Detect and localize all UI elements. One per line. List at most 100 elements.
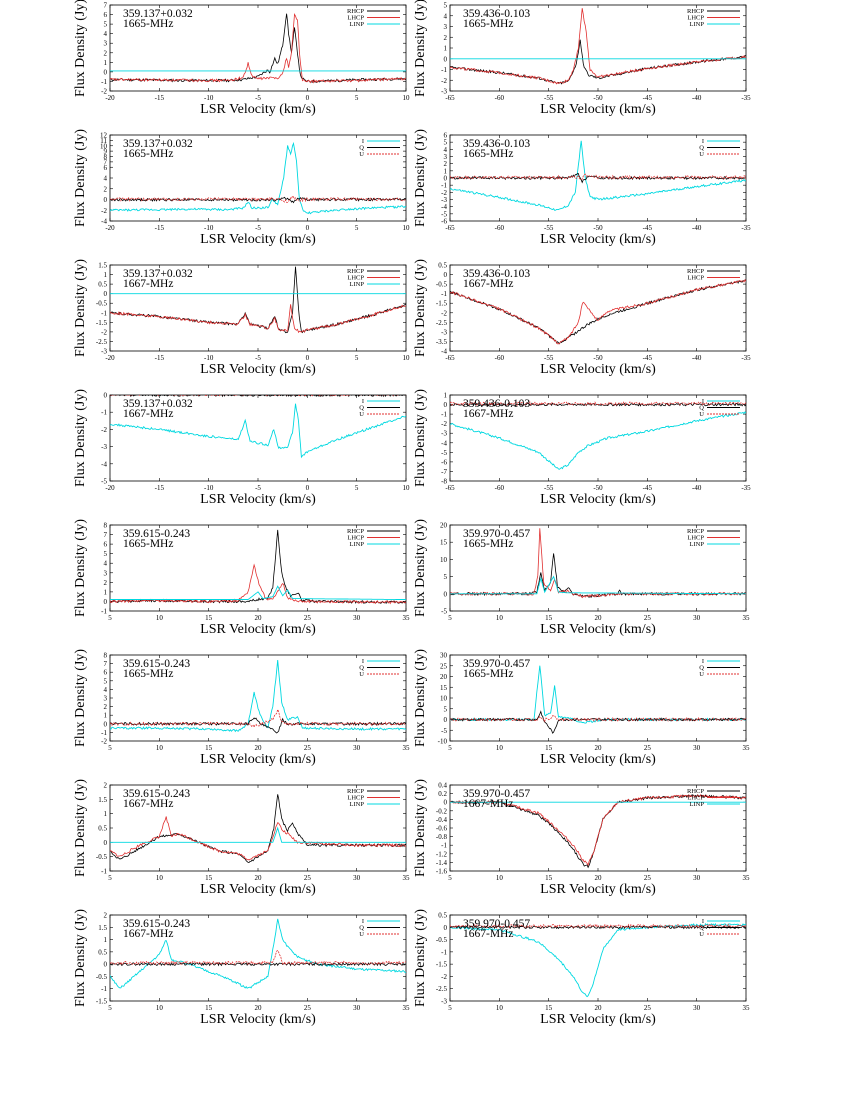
y-tick-label: -4 (441, 348, 447, 356)
series-group (450, 794, 746, 869)
panel-14: 5 10 15 20 25 30 35 -1.6-1.4-1.2-1-0.8-0.6-0.4-… (413, 779, 750, 897)
y-tick-label: 0 (444, 799, 448, 807)
x-tick-label: -5 (255, 94, 261, 102)
y-tick-label: -4 (101, 460, 107, 468)
y-tick-label: 1 (104, 810, 108, 818)
series-i-line (450, 140, 746, 211)
panel-4: -65 -60 -55 -50 -45 -40 -35 -6-5-4-3-2-10123456… (413, 129, 751, 247)
y-tick-label: 6 (444, 132, 448, 140)
series-lhcp-line (110, 816, 406, 861)
x-tick-label: -45 (643, 224, 653, 232)
y-tick-label: -3 (101, 348, 107, 356)
y-axis-label: Flux Density (Jy) (73, 259, 88, 357)
y-tick-label: -2 (441, 309, 447, 317)
y-tick-label: 1 (104, 59, 108, 67)
y-tick-label: 5 (444, 573, 448, 581)
y-axis-label: Flux Density (Jy) (73, 0, 88, 97)
series-lhcp-line (450, 278, 746, 345)
series-group (450, 278, 746, 345)
x-tick-label: 15 (545, 744, 553, 752)
x-tick-label: 10 (403, 94, 411, 102)
x-tick-label: 25 (304, 1004, 312, 1012)
x-axis-label: LSR Velocity (km/s) (540, 492, 656, 507)
legend-label-u: U (359, 671, 364, 678)
y-tick-label: 4 (444, 146, 448, 154)
series-lhcp-line (110, 13, 406, 84)
y-tick-label: 7 (104, 531, 108, 539)
y-tick-label: 6 (104, 541, 108, 549)
x-tick-label: 0 (306, 354, 310, 362)
y-tick-label: -8 (441, 478, 447, 486)
legend-label-rhcp: RHCP (687, 8, 704, 15)
source-name: 359.137+0.032 (123, 8, 193, 20)
x-tick-label: -35 (741, 484, 751, 492)
x-tick-label: -60 (495, 354, 505, 362)
y-axis-label: Flux Density (Jy) (413, 519, 428, 617)
y-tick-label: -5 (441, 449, 447, 457)
x-tick-label: 30 (693, 744, 701, 752)
y-tick-label: 1.5 (98, 262, 107, 270)
source-name: 359.436-0.103 (463, 138, 530, 150)
legend-label-q: Q (359, 405, 364, 412)
transition-label: 1667-MHz (123, 798, 173, 810)
x-tick-label: -50 (593, 484, 603, 492)
legend-label-lhcp: LHCP (687, 795, 704, 802)
x-tick-label: -10 (204, 484, 214, 492)
series-group (110, 395, 406, 459)
y-tick-label: -3 (441, 88, 447, 96)
y-tick-label: 0 (104, 68, 108, 76)
x-tick-label: 25 (304, 874, 312, 882)
y-tick-label: 7 (104, 2, 108, 10)
y-tick-label: 0 (444, 924, 448, 932)
y-tick-label: 20 (440, 522, 448, 530)
y-tick-label: -5 (441, 608, 447, 616)
x-tick-label: 35 (743, 744, 751, 752)
x-tick-label: -40 (692, 94, 702, 102)
series-lhcp-line (450, 8, 746, 85)
transition-label: 1667-MHz (463, 278, 513, 290)
legend-label-q: Q (359, 665, 364, 672)
series-group (110, 13, 406, 84)
x-tick-label: 5 (108, 744, 112, 752)
y-tick-label: 0 (444, 590, 448, 598)
x-tick-label: 30 (693, 614, 701, 622)
x-tick-label: 10 (403, 354, 411, 362)
y-tick-label: -10 (438, 738, 448, 746)
legend-label-q: Q (699, 665, 704, 672)
y-tick-label: 0 (104, 392, 108, 400)
legend-label-linp: LINP (690, 541, 705, 548)
y-tick-label: -1 (101, 608, 107, 616)
y-tick-label: -1 (441, 948, 447, 956)
legend-label-u: U (359, 931, 364, 938)
y-axis-label: Flux Density (Jy) (413, 129, 428, 227)
legend-label-i: I (702, 138, 704, 145)
y-tick-label: -2 (101, 738, 107, 746)
x-tick-label: 20 (255, 744, 263, 752)
x-axis-label: LSR Velocity (km/s) (200, 492, 316, 507)
x-tick-label: 25 (644, 614, 652, 622)
y-tick-label: 2 (104, 579, 108, 587)
panel-2: -65 -60 -55 -50 -45 -40 -35 -3 -2 -1 0 1 2 3 4 5 LSR Vel… (413, 0, 751, 117)
y-tick-label: 0 (444, 175, 448, 183)
y-tick-label: -3 (441, 196, 447, 204)
x-tick-label: 15 (545, 874, 553, 882)
series-lhcp-line (450, 528, 746, 599)
source-name: 359.436-0.103 (463, 398, 530, 410)
x-axis-label: LSR Velocity (km/s) (200, 752, 316, 767)
x-tick-label: -5 (255, 484, 261, 492)
series-group (450, 665, 746, 734)
y-tick-label: -3 (441, 328, 447, 336)
y-tick-label: 4 (444, 12, 448, 20)
y-tick-label: 15 (440, 684, 448, 692)
x-tick-label: 35 (403, 614, 411, 622)
legend-label-i: I (362, 918, 364, 925)
panel-16: 5 10 15 20 25 30 35 -3 -2.5 -2 -1.5 -1 -0.5 0 0.5 LSR V… (413, 909, 750, 1027)
y-tick-label: 0.2 (438, 790, 447, 798)
x-tick-label: 5 (448, 874, 452, 882)
series-group (450, 140, 746, 211)
source-name: 359.137+0.032 (123, 398, 193, 410)
x-tick-label: -15 (155, 224, 165, 232)
x-tick-label: 10 (496, 1004, 504, 1012)
y-tick-label: 0 (104, 839, 108, 847)
